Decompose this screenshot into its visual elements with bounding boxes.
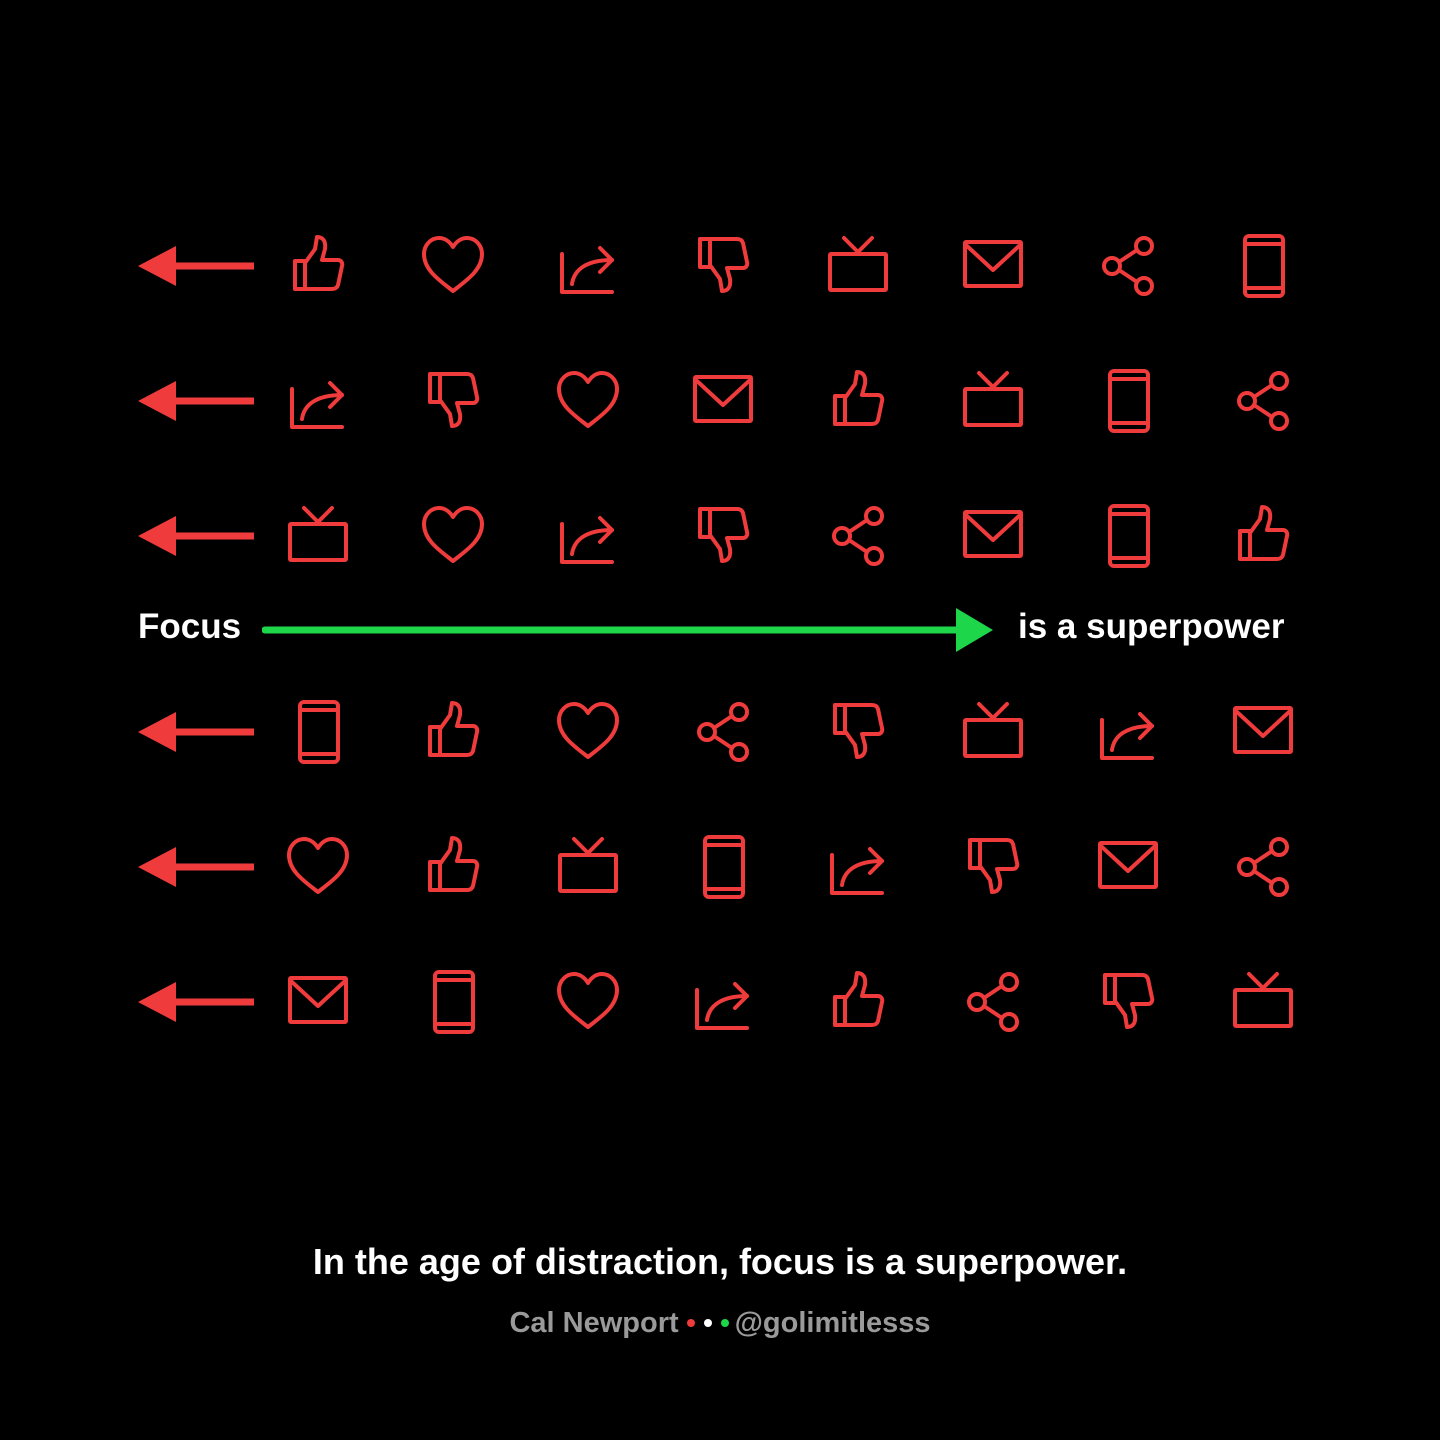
share-arrow-icon [830,847,884,895]
author-handle: @golimitlesss [734,1307,931,1339]
mail-icon [288,976,348,1024]
credit-line: Cal Newport @golimitlesss [0,1303,1440,1343]
share-nodes-icon [697,702,749,762]
tv-icon [288,506,348,562]
heart-icon [422,236,484,293]
share-nodes-icon [1237,837,1289,897]
thumbs-up-icon [428,836,480,892]
thumbs-down-icon [968,838,1020,894]
share-arrow-icon [1100,712,1154,760]
focus-arrow-icon [262,608,993,652]
phone-icon [1243,234,1285,298]
tv-icon [828,236,888,292]
heart-icon [422,506,484,563]
share-nodes-icon [832,506,884,566]
arrow-left-icon [138,381,254,421]
thumbs-up-icon [1238,505,1290,561]
arrow-left-icon [138,516,254,556]
share-arrow-icon [560,516,614,564]
mail-icon [693,375,753,423]
quote-text: In the age of distraction, focus is a su… [312,1241,1128,1282]
phone-icon [1108,504,1150,568]
thumbs-up-icon [833,370,885,426]
heart-icon [557,371,619,428]
thumbs-down-icon [428,372,480,428]
mail-icon [963,510,1023,558]
phone-icon [433,970,475,1034]
thumbs-down-icon [833,703,885,759]
phone-icon [703,835,745,899]
focus-label: Focus [138,607,242,646]
white-dot [703,1319,712,1327]
share-arrow-icon [695,982,749,1030]
tv-icon [1233,972,1293,1028]
phone-icon [1108,369,1150,433]
red-dot [686,1319,695,1327]
tv-icon [558,837,618,893]
thumbs-up-icon [833,971,885,1027]
thumbs-down-icon [698,507,750,563]
arrow-left-icon [138,246,254,286]
author-name: Cal Newport [509,1307,679,1339]
share-arrow-icon [560,246,614,294]
thumbs-down-icon [1103,973,1155,1029]
thumbs-down-icon [698,237,750,293]
tv-icon [963,702,1023,758]
arrow-left-icon [138,982,254,1022]
arrow-left-icon [138,847,254,887]
heart-icon [557,972,619,1029]
phone-icon [298,700,340,764]
thumbs-up-icon [293,235,345,291]
mail-icon [1233,706,1293,754]
separator-dots [686,1319,729,1327]
share-arrow-icon [290,381,344,429]
arrow-left-icon [138,712,254,752]
share-nodes-icon [1102,236,1154,296]
mail-icon [1098,841,1158,889]
superpower-label: is a superpower [1018,607,1285,646]
share-nodes-icon [967,972,1019,1032]
mail-icon [963,240,1023,288]
share-nodes-icon [1237,371,1289,431]
heart-icon [287,837,349,894]
heart-icon [557,702,619,759]
thumbs-up-icon [428,701,480,757]
green-dot [720,1319,729,1327]
tv-icon [963,371,1023,427]
